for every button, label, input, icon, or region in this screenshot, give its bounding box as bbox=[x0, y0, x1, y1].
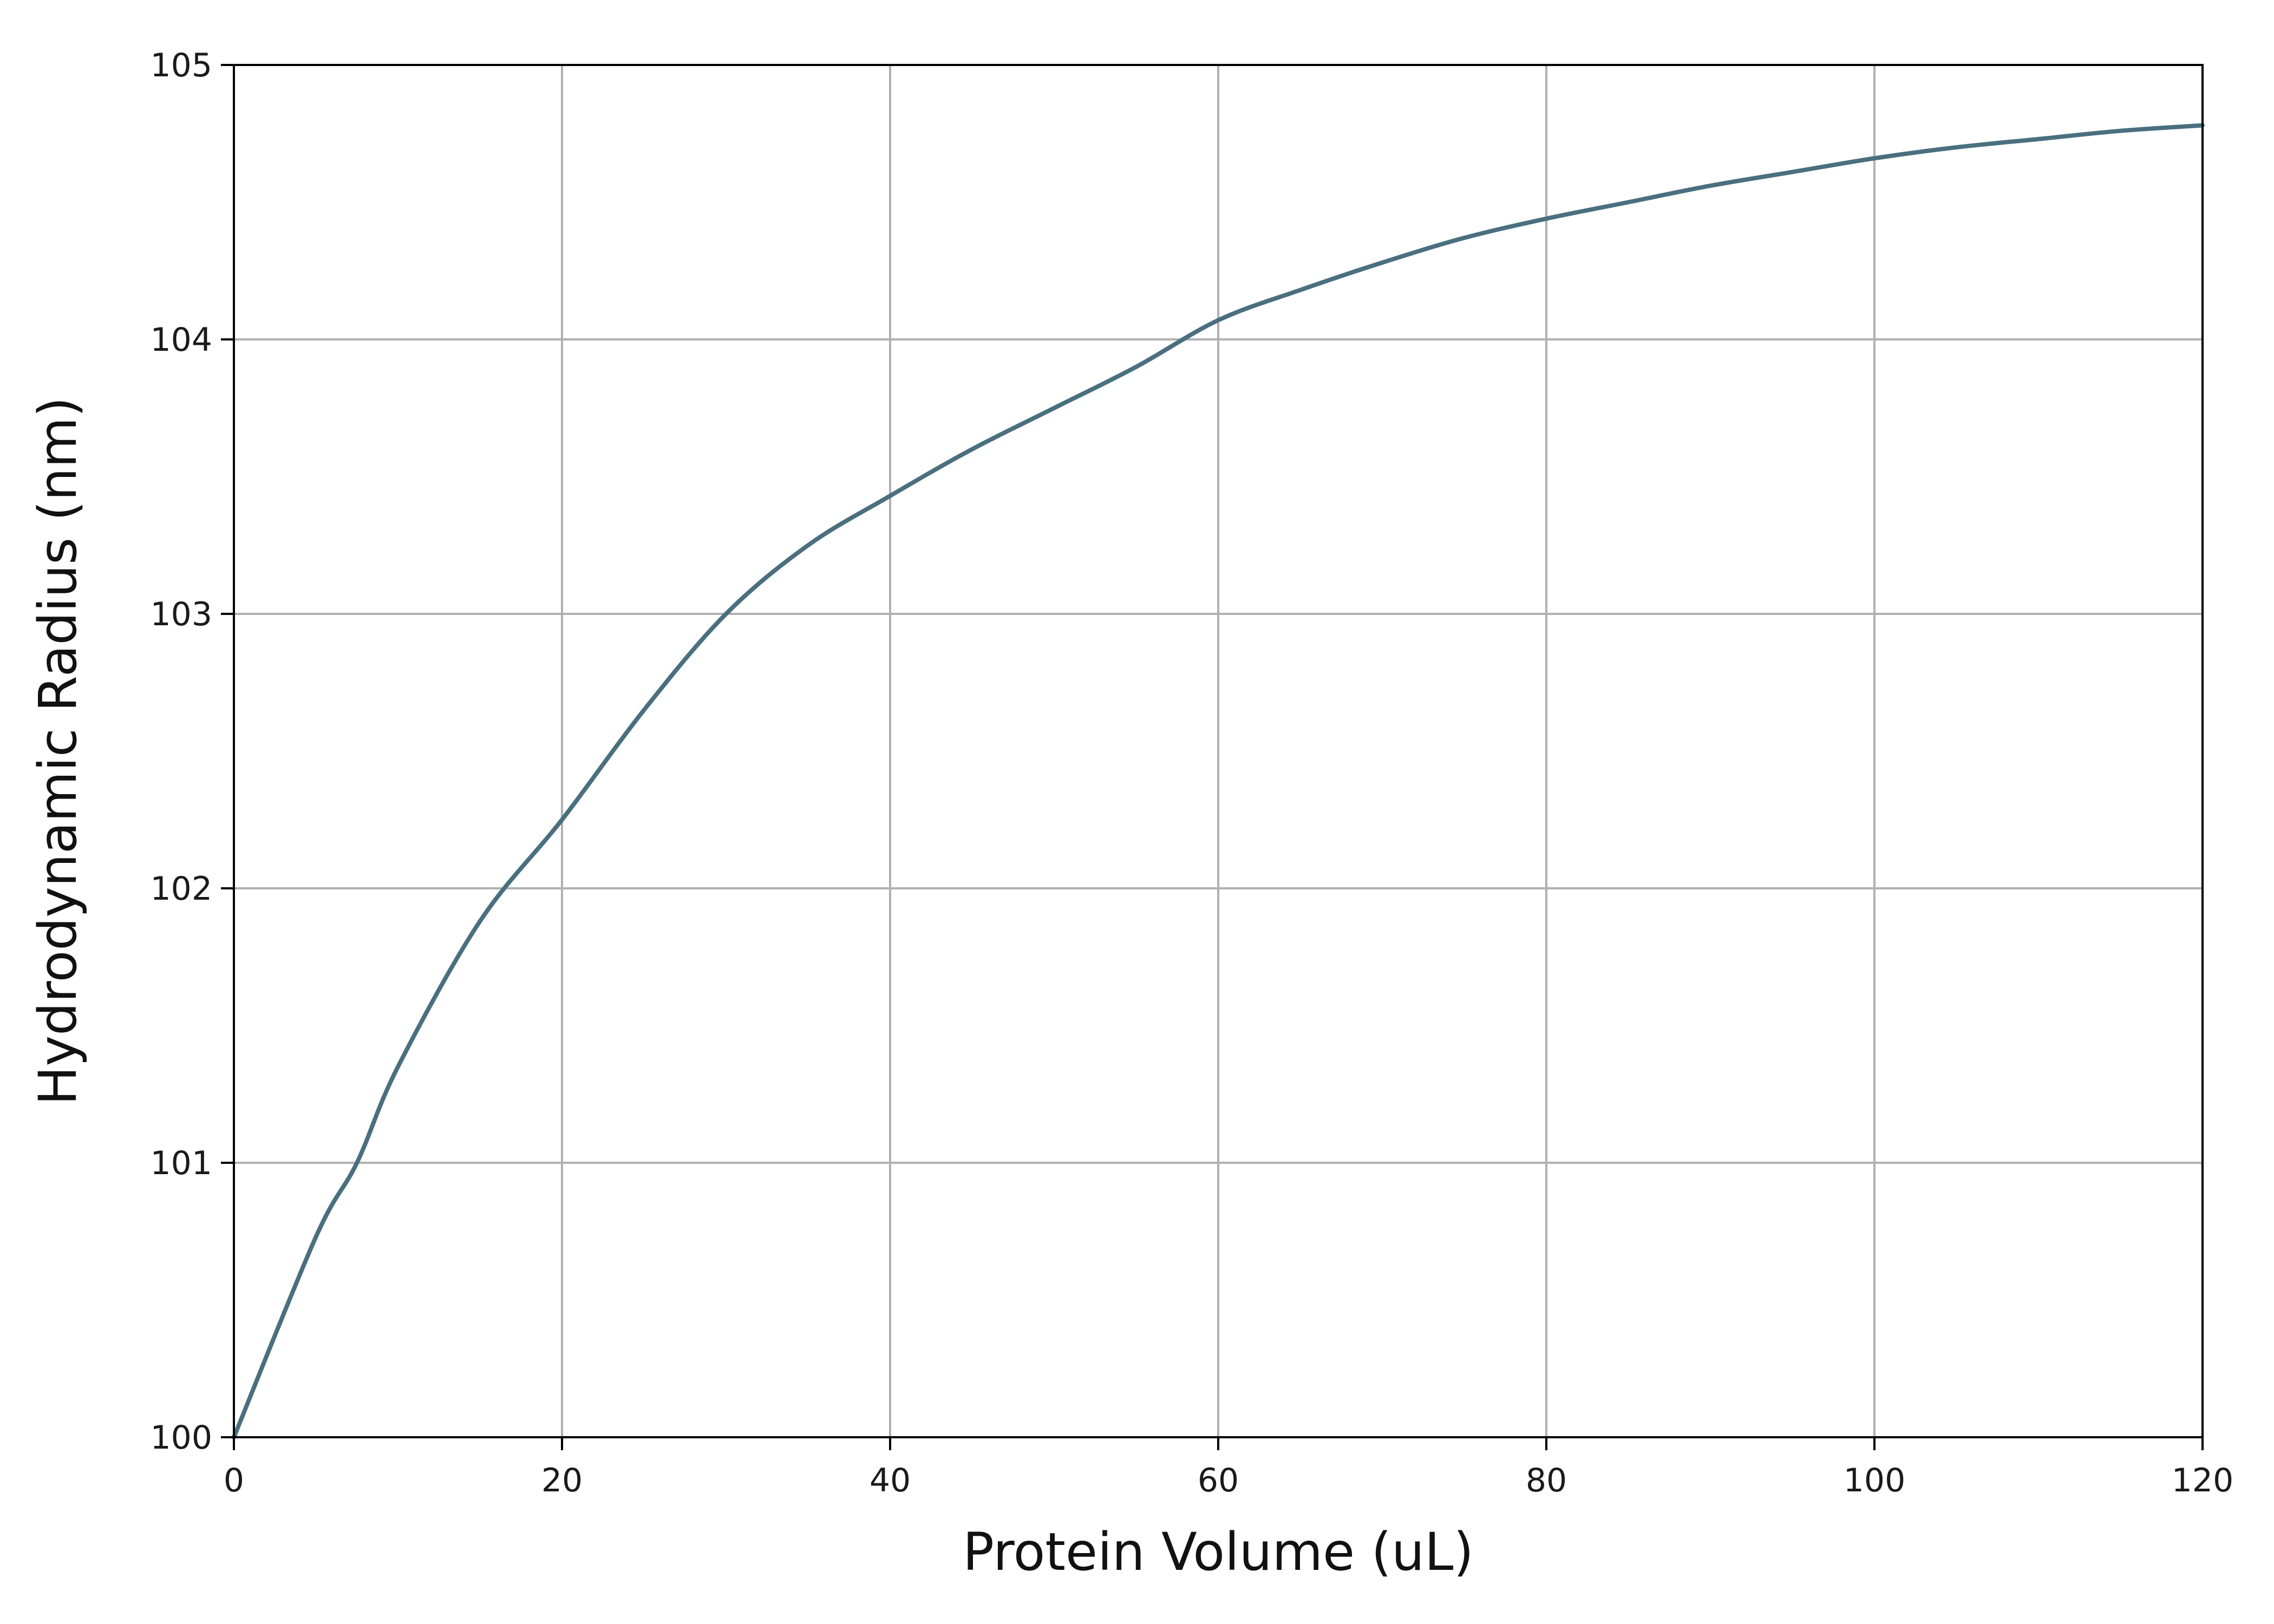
series-line bbox=[232, 123, 2205, 1439]
y-tick-label: 103 bbox=[150, 595, 212, 633]
x-axis-title: Protein Volume (uL) bbox=[963, 1522, 1474, 1582]
y-tick-label: 101 bbox=[150, 1144, 212, 1182]
y-tick-label: 104 bbox=[150, 321, 212, 359]
x-tick-label: 20 bbox=[541, 1462, 583, 1499]
x-tick-label: 40 bbox=[870, 1462, 911, 1499]
x-axis-ticks: 0 20 40 60 80 100 120 bbox=[224, 1437, 2233, 1499]
x-tick-label: 80 bbox=[1526, 1462, 1567, 1499]
y-tick-label: 100 bbox=[150, 1419, 212, 1457]
x-tick-label: 60 bbox=[1198, 1462, 1239, 1499]
y-tick-label: 102 bbox=[150, 870, 212, 908]
y-axis-ticks: 100 101 102 103 104 105 bbox=[150, 47, 234, 1457]
y-axis-title: Hydrodynamic Radius (nm) bbox=[28, 397, 88, 1105]
x-tick-label: 0 bbox=[224, 1462, 244, 1499]
series-group bbox=[232, 123, 2205, 1439]
x-tick-label: 100 bbox=[1844, 1462, 1906, 1499]
x-tick-label: 120 bbox=[2172, 1462, 2234, 1499]
y-tick-label: 105 bbox=[150, 47, 212, 84]
